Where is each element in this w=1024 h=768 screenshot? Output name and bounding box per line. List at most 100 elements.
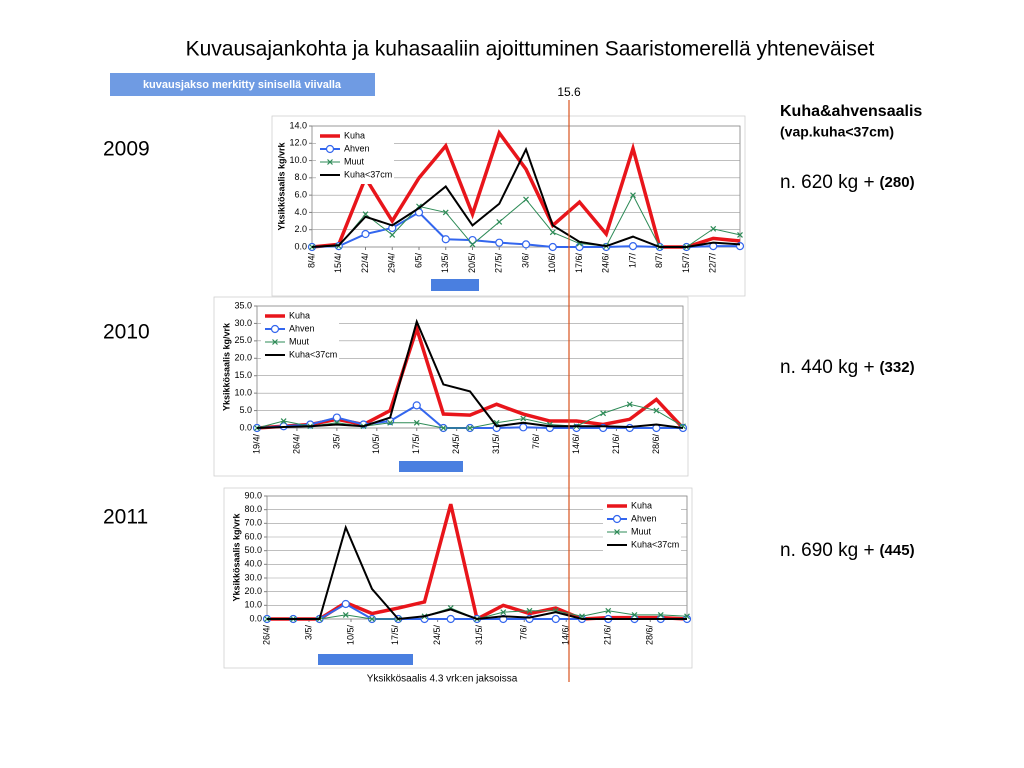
catch-sublegal: (332) [880, 359, 915, 376]
legend-label: Kuha<37cm [631, 539, 679, 549]
x-tick-label: 31/5/ [491, 434, 501, 455]
y-tick-label: 15.0 [234, 370, 252, 380]
subtitle: kuvausjakso merkitty sinisellä viivalla [143, 79, 342, 91]
point-marker [441, 235, 450, 244]
period-bar [318, 654, 413, 665]
point-marker [628, 242, 638, 251]
y-tick-label: 12.0 [289, 138, 307, 148]
x-tick-label: 1/7/ [627, 253, 637, 269]
point-marker [361, 229, 370, 239]
catch-text: n. 440 kg + (332) [780, 357, 915, 378]
legend-label: Muut [344, 156, 365, 166]
x-tick-label: 17/5/ [390, 625, 400, 646]
legend-label: Ahven [344, 143, 370, 153]
point-marker [467, 425, 473, 431]
point-marker [342, 611, 349, 618]
catch-amount: n. 440 kg + [780, 357, 875, 378]
x-tick-label: 7/6/ [531, 434, 541, 450]
legend-marker [325, 144, 335, 154]
y-tick-label: 2.0 [294, 224, 307, 234]
x-tick-label: 17/5/ [411, 434, 421, 455]
point-marker [469, 241, 476, 248]
y-tick-label: 0.0 [294, 241, 307, 251]
year-label: 2009 [103, 138, 150, 161]
x-tick-label: 15/7/ [681, 253, 691, 274]
point-marker [523, 196, 529, 203]
chart-frame [271, 115, 746, 297]
x-tick-label: 14/6/ [571, 434, 581, 455]
y-tick-label: 0.0 [239, 422, 252, 432]
x-tick-label: 6/5/ [413, 253, 423, 269]
point-marker [625, 423, 634, 433]
catch-amount: n. 620 kg + [780, 172, 875, 193]
y-tick-label: 25.0 [234, 335, 252, 345]
period-bar [431, 279, 479, 291]
point-marker [280, 418, 287, 424]
y-tick-label: 30.0 [244, 572, 262, 582]
point-marker [446, 614, 455, 624]
point-marker [684, 613, 690, 620]
legend-label: Kuha [344, 130, 365, 140]
point-marker [521, 240, 531, 249]
x-tick-label: 27/5/ [494, 253, 504, 274]
x-tick-label: 29/4/ [387, 253, 397, 274]
legend-label: Kuha<37cm [344, 169, 392, 179]
series-line [267, 524, 687, 621]
y-tick-label: 50.0 [244, 545, 262, 555]
x-tick-label: 22/7/ [708, 253, 718, 274]
point-marker [710, 225, 717, 232]
x-tick-label: 24/5/ [451, 434, 461, 455]
point-marker [389, 231, 396, 238]
series-line [256, 318, 684, 429]
point-marker [500, 609, 507, 616]
legend-marker [327, 159, 333, 165]
x-tick-label: 8/7/ [654, 253, 664, 269]
footnote: Yksikkösaalis 4.3 vrk:en jaksoissa [367, 674, 518, 685]
legend-label: Muut [289, 336, 310, 346]
y-tick-label: 10.0 [244, 600, 262, 610]
point-marker [631, 611, 638, 618]
point-marker [626, 401, 633, 408]
x-tick-label: 7/6/ [519, 625, 529, 641]
y-tick-label: 10.0 [289, 155, 307, 165]
x-tick-label: 3/6/ [520, 253, 530, 269]
x-tick-label: 24/5/ [432, 625, 442, 646]
point-marker [440, 425, 447, 431]
legend-label: Muut [631, 526, 652, 536]
chart-frame [223, 487, 693, 669]
x-tick-label: 19/4/ [251, 434, 261, 455]
y-tick-label: 20.0 [244, 586, 262, 596]
point-marker [369, 616, 375, 622]
legend-marker [612, 514, 622, 524]
x-tick-label: 3/5/ [303, 625, 313, 641]
point-marker [362, 211, 369, 218]
year-label: 2010 [103, 321, 150, 344]
point-marker [575, 242, 584, 252]
point-marker [413, 419, 420, 426]
y-tick-label: 40.0 [244, 559, 262, 569]
series-line [256, 322, 685, 430]
x-tick-label: 24/6/ [601, 253, 611, 274]
y-tick-label: 35.0 [234, 300, 252, 310]
y-tick-label: 8.0 [294, 172, 307, 182]
x-tick-label: 21/6/ [611, 434, 621, 455]
x-tick-label: 22/4/ [360, 253, 370, 274]
y-axis-title: Yksikkösaalis kg/vrk [221, 322, 231, 411]
legend-label: Kuha [289, 310, 310, 320]
point-marker [519, 423, 528, 432]
point-marker [551, 614, 560, 624]
point-marker [495, 238, 504, 247]
y-tick-label: 90.0 [244, 490, 262, 500]
y-tick-label: 30.0 [234, 318, 252, 328]
y-tick-label: 10.0 [234, 388, 252, 398]
x-tick-label: 13/5/ [440, 253, 450, 274]
x-tick-label: 31/5/ [474, 625, 484, 646]
catch-sublegal: (445) [880, 542, 915, 559]
legend-label: Ahven [631, 513, 657, 523]
catch-sublegal: (280) [880, 174, 915, 191]
point-marker [387, 419, 394, 426]
legend-marker [614, 529, 620, 535]
chart-frame [213, 296, 689, 477]
x-tick-label: 10/5/ [345, 625, 355, 646]
y-tick-label: 6.0 [294, 190, 307, 200]
